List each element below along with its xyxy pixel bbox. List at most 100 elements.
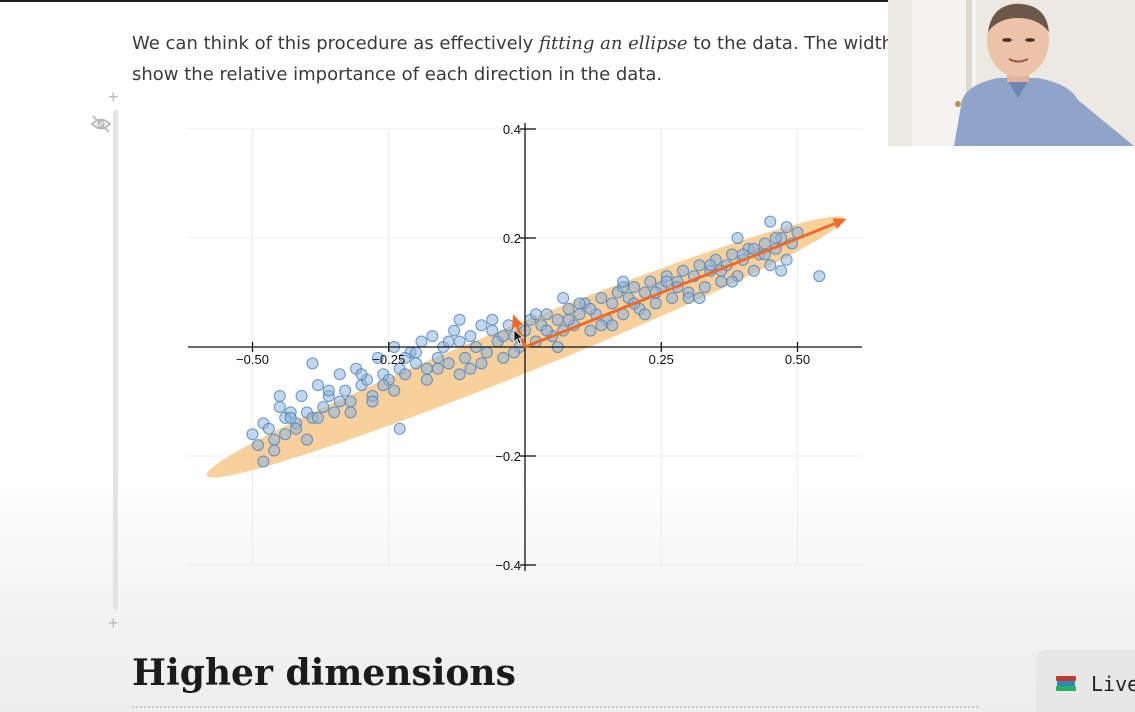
data-point (638, 308, 651, 321)
data-point (480, 346, 493, 359)
data-point (366, 395, 379, 408)
data-point (246, 428, 259, 441)
x-tick-label: −0.50 (236, 352, 269, 367)
x-tick-label: 0.25 (649, 352, 674, 367)
data-point (562, 313, 575, 326)
books-icon (1056, 676, 1076, 691)
data-point (584, 302, 597, 315)
data-point (279, 428, 292, 441)
data-point (306, 357, 319, 370)
explanation-paragraph: We can think of this procedure as effect… (132, 28, 892, 90)
data-point (273, 390, 286, 403)
data-point (257, 455, 270, 468)
data-point (682, 291, 695, 304)
data-point (617, 275, 630, 288)
data-point (726, 248, 739, 261)
data-point (322, 384, 335, 397)
live-button[interactable]: Live (1036, 650, 1135, 712)
data-point (475, 357, 488, 370)
data-point (497, 330, 510, 343)
data-point (486, 313, 499, 326)
data-point (769, 232, 782, 244)
data-point (311, 379, 324, 392)
live-label: Live (1091, 672, 1135, 696)
data-point (344, 406, 357, 419)
data-point (726, 275, 739, 288)
data-point (557, 291, 570, 304)
cell-drag-handle[interactable] (113, 110, 118, 610)
data-point (339, 384, 352, 397)
paragraph-emphasis: fitting an ellipse (539, 33, 688, 54)
data-point (442, 357, 455, 370)
data-point (606, 319, 619, 332)
data-point (644, 275, 657, 288)
y-tick-label: 0.4 (503, 122, 521, 137)
data-point (628, 281, 640, 294)
eye-slash-icon[interactable] (90, 114, 112, 134)
data-point (426, 330, 439, 343)
data-point (540, 308, 553, 321)
principal-arrow-head (832, 218, 847, 229)
data-point (415, 335, 428, 348)
data-point (764, 215, 777, 228)
data-point (393, 422, 406, 435)
data-point (431, 351, 444, 364)
data-point (301, 433, 313, 446)
y-tick-label: −0.4 (495, 558, 521, 573)
cursor-pointer (513, 329, 525, 345)
add-cell-above-button[interactable]: + (108, 87, 119, 107)
x-tick-label: 0.50 (785, 352, 810, 367)
data-point (333, 395, 346, 408)
chart-axes: −0.50 −0.25 0.25 0.50 0.4 0.2 −0.2 −0.4 (188, 122, 862, 573)
data-point (453, 335, 466, 348)
presenter-video (888, 0, 1135, 146)
data-point (595, 319, 608, 332)
data-point (666, 291, 679, 304)
data-point (442, 335, 455, 348)
data-point (573, 297, 586, 310)
data-point (268, 433, 281, 446)
data-point (344, 395, 357, 408)
data-point (698, 281, 711, 294)
data-point (268, 444, 281, 457)
principal-arrow-head (512, 314, 523, 329)
data-point (497, 351, 510, 364)
data-point (660, 275, 673, 288)
data-point (693, 291, 706, 304)
heading-underline (132, 706, 978, 708)
data-point (704, 259, 717, 272)
data-point (333, 368, 346, 381)
data-point (540, 324, 553, 337)
principal-arrow-shaft (524, 220, 840, 349)
data-point (459, 351, 472, 364)
paragraph-line-1: We can think of this procedure as effect… (132, 28, 892, 59)
paragraph-text: We can think of this procedure as effect… (132, 33, 540, 54)
data-point (410, 346, 422, 359)
data-point (775, 264, 788, 277)
add-cell-below-button[interactable]: + (108, 613, 119, 633)
data-point (464, 330, 477, 343)
data-point (420, 373, 433, 386)
x-tick-label: −0.25 (372, 352, 405, 367)
section-heading: Higher dimensions (132, 652, 516, 694)
data-point (388, 384, 401, 397)
data-point (295, 390, 308, 403)
data-point (317, 400, 330, 413)
data-point (780, 253, 793, 266)
data-point (355, 368, 368, 381)
data-point (606, 297, 619, 310)
data-point (508, 346, 521, 359)
cursor-icon (513, 329, 525, 345)
data-point (551, 313, 564, 326)
data-point (328, 406, 341, 419)
data-point (677, 264, 690, 277)
principal-arrows (512, 218, 847, 349)
data-point (715, 275, 728, 288)
data-point (747, 264, 760, 277)
data-point (573, 308, 586, 321)
data-point (273, 400, 286, 413)
data-point (251, 439, 264, 452)
data-point (377, 379, 390, 392)
